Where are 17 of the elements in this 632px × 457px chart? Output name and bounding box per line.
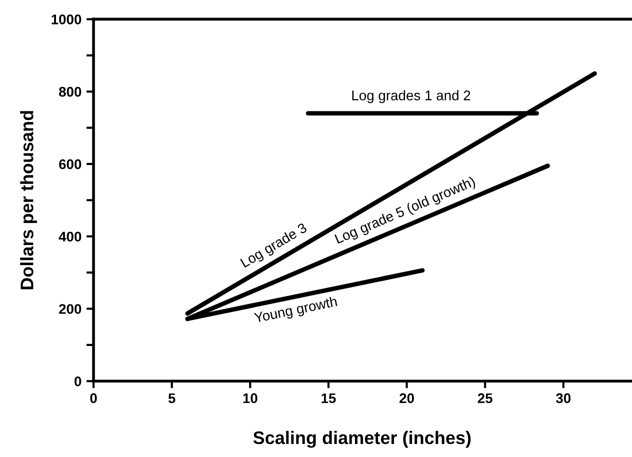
y-tick-label: 1000 bbox=[52, 14, 82, 24]
series-label: Log grades 1 and 2 bbox=[352, 90, 470, 104]
x-tick-label: 5 bbox=[168, 393, 176, 404]
x-tick-label: 0 bbox=[90, 393, 97, 404]
x-tick-label: 15 bbox=[322, 393, 336, 404]
x-tick-label: 20 bbox=[400, 393, 414, 404]
y-axis-title: Dollars per thousand bbox=[20, 111, 37, 290]
y-tick-label: 600 bbox=[59, 159, 82, 170]
y-tick-label: 800 bbox=[59, 86, 82, 97]
x-axis-title: Scaling diameter (inches) bbox=[253, 430, 471, 448]
text: Young growth bbox=[254, 296, 338, 326]
y-tick-label: 0 bbox=[74, 376, 82, 386]
y-tick-label: 400 bbox=[58, 232, 82, 242]
x-tick-label: 30 bbox=[556, 393, 571, 404]
x-tick-label: 25 bbox=[478, 393, 492, 404]
y-tick-label: 200 bbox=[59, 304, 82, 314]
x-tick-label: 10 bbox=[243, 393, 258, 404]
